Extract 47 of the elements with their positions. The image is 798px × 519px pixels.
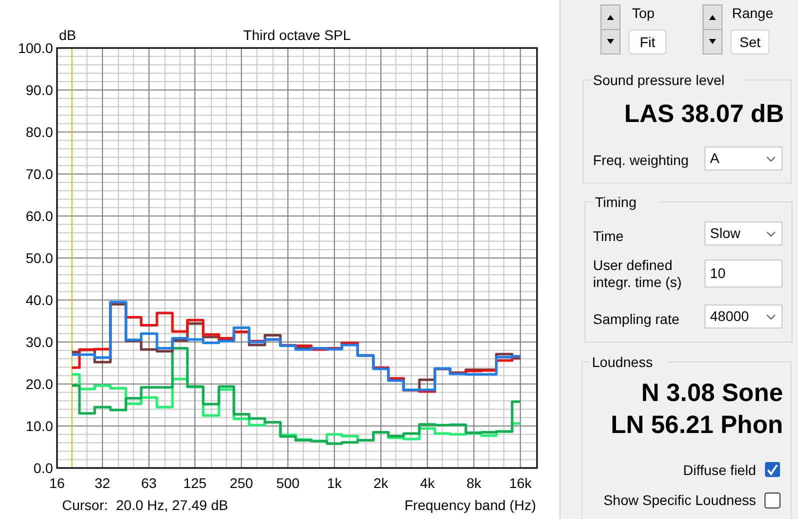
y-tick-label: 80.0 <box>26 124 54 140</box>
y-axis-title: dB <box>59 27 76 43</box>
y-tick-label: 90.0 <box>26 82 54 98</box>
chart-title: Third octave SPL <box>243 27 351 43</box>
text: Range <box>732 5 774 21</box>
x-tick-label: 63 <box>141 475 157 491</box>
text: Set <box>739 34 761 50</box>
text: Top <box>632 5 655 21</box>
y-tick-label: 70.0 <box>26 166 54 182</box>
text: LN 56.21 Phon <box>610 411 783 439</box>
text: Cursor: <box>62 497 108 513</box>
y-tick-label: 30.0 <box>26 334 54 350</box>
text: Fit <box>640 34 656 50</box>
text: Freq. weighting <box>593 152 689 168</box>
y-tick-label: 40.0 <box>26 292 54 308</box>
text: 10 <box>710 265 726 281</box>
text: LAS 38.07 dB <box>624 100 784 128</box>
x-tick-label: 2k <box>373 475 390 491</box>
text: 48000 <box>710 308 750 324</box>
text: Sound pressure level <box>593 72 725 88</box>
text: A <box>710 150 720 166</box>
text: Diffuse field <box>683 462 756 478</box>
y-tick-label: 0.0 <box>34 460 54 476</box>
x-tick-label: 8k <box>466 475 482 491</box>
y-tick-label: 10.0 <box>26 418 54 434</box>
x-axis-title: Frequency band (Hz) <box>404 497 536 513</box>
x-tick-label: 16 <box>49 475 65 491</box>
text: Show Specific Loudness <box>603 492 756 508</box>
text: Time <box>593 228 624 244</box>
y-tick-label: 20.0 <box>26 376 54 392</box>
y-tick-label: 100.0 <box>18 40 54 56</box>
text: Slow <box>710 225 742 241</box>
y-tick-label: 60.0 <box>26 208 54 224</box>
x-tick-label: 250 <box>230 475 254 491</box>
text: N 3.08 Sone <box>641 379 784 407</box>
text: Timing <box>595 194 636 210</box>
text: User defined integr. time (s) <box>593 257 682 290</box>
x-tick-label: 1k <box>326 475 343 491</box>
text: Loudness <box>592 354 653 370</box>
x-tick-label: 4k <box>420 475 436 491</box>
x-tick-label: 125 <box>183 475 207 491</box>
x-tick-label: 500 <box>276 475 300 491</box>
y-tick-label: 50.0 <box>26 250 54 266</box>
text: 20.0 Hz, 27.49 dB <box>116 497 228 513</box>
x-tick-label: 16k <box>509 475 533 491</box>
x-tick-label: 32 <box>94 475 110 491</box>
text: Sampling rate <box>593 311 680 327</box>
